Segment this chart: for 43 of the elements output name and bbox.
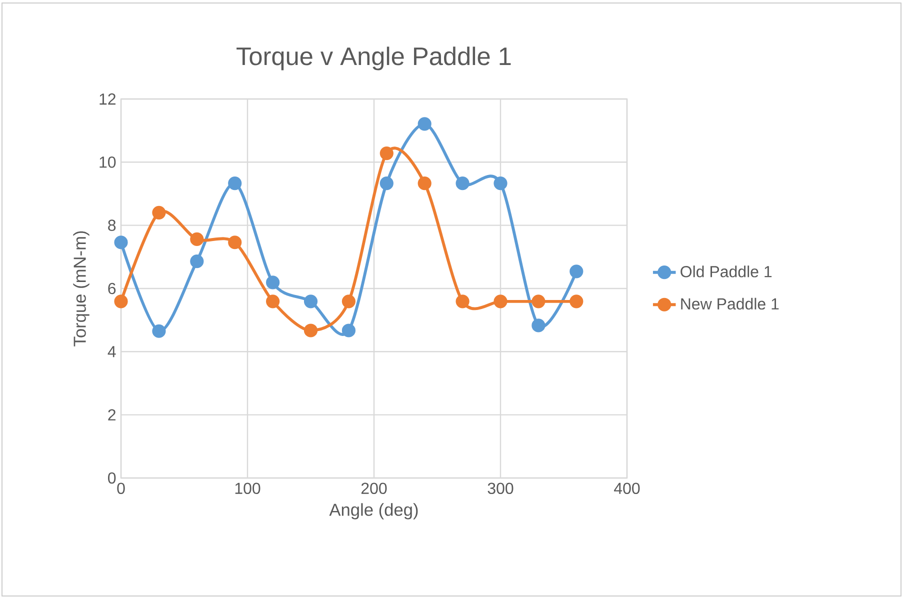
point bbox=[152, 206, 166, 220]
point bbox=[114, 236, 128, 250]
point bbox=[418, 176, 432, 190]
x-axis-title: Angle (deg) bbox=[329, 503, 418, 520]
point bbox=[266, 294, 280, 308]
point bbox=[456, 176, 470, 190]
point bbox=[532, 318, 546, 332]
point bbox=[152, 324, 166, 338]
y-tick-label: 8 bbox=[108, 220, 116, 231]
x-tick-label: 200 bbox=[361, 482, 387, 494]
point bbox=[266, 276, 280, 290]
point bbox=[228, 236, 242, 250]
x-tick-label: 400 bbox=[614, 482, 640, 494]
y-axis-title: Torque (mN-m) bbox=[73, 231, 90, 346]
point bbox=[570, 264, 584, 278]
y-tick-label: 0 bbox=[108, 472, 116, 484]
point bbox=[380, 176, 394, 190]
point bbox=[342, 324, 356, 338]
point bbox=[190, 254, 204, 268]
point bbox=[532, 294, 546, 308]
point bbox=[494, 176, 508, 190]
y-tick-label: 4 bbox=[108, 346, 116, 358]
point bbox=[456, 294, 470, 308]
legend-label: New Paddle 1 bbox=[681, 298, 779, 310]
point bbox=[190, 232, 204, 246]
point bbox=[570, 294, 584, 308]
x-tick-label: 300 bbox=[488, 482, 514, 494]
y-tick-label: 12 bbox=[100, 93, 116, 105]
point bbox=[114, 294, 128, 308]
x-tick-label: 0 bbox=[117, 482, 125, 494]
point bbox=[380, 146, 394, 160]
y-tick-label: 6 bbox=[108, 282, 116, 294]
point bbox=[418, 117, 432, 131]
point bbox=[304, 324, 318, 338]
y-tick-label: 10 bbox=[100, 156, 116, 168]
chart-title: Torque v Angle Paddle 1 bbox=[236, 46, 511, 70]
y-tick-label: 2 bbox=[108, 409, 116, 420]
legend-label: Old Paddle 1 bbox=[680, 266, 772, 278]
x-tick-label: 100 bbox=[235, 482, 260, 494]
point bbox=[304, 294, 318, 308]
point bbox=[342, 294, 356, 308]
point bbox=[494, 294, 508, 308]
point bbox=[228, 176, 242, 190]
